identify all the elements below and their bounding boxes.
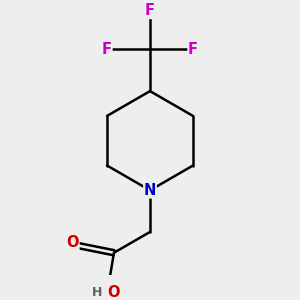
Text: F: F xyxy=(188,42,198,57)
Text: O: O xyxy=(66,235,79,250)
Text: F: F xyxy=(145,3,155,18)
Text: H: H xyxy=(92,286,103,298)
Text: N: N xyxy=(144,183,156,198)
Text: O: O xyxy=(107,285,120,300)
Text: F: F xyxy=(102,42,112,57)
